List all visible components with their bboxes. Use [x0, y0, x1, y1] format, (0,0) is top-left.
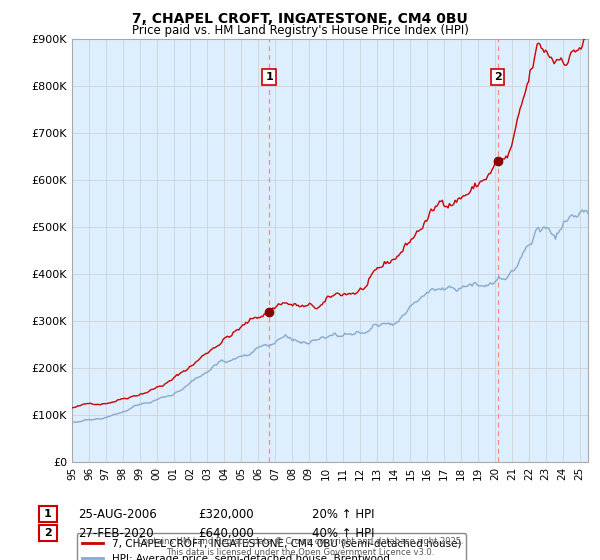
Text: Price paid vs. HM Land Registry's House Price Index (HPI): Price paid vs. HM Land Registry's House …: [131, 24, 469, 37]
Text: 1: 1: [44, 509, 52, 519]
Text: £320,000: £320,000: [198, 507, 254, 521]
Text: 27-FEB-2020: 27-FEB-2020: [78, 526, 154, 540]
Text: 25-AUG-2006: 25-AUG-2006: [78, 507, 157, 521]
Text: 20% ↑ HPI: 20% ↑ HPI: [312, 507, 374, 521]
Text: 40% ↑ HPI: 40% ↑ HPI: [312, 526, 374, 540]
Text: £640,000: £640,000: [198, 526, 254, 540]
Text: 1: 1: [265, 72, 273, 82]
Legend: 7, CHAPEL CROFT, INGATESTONE, CM4 0BU (semi-detached house), HPI: Average price,: 7, CHAPEL CROFT, INGATESTONE, CM4 0BU (s…: [77, 533, 466, 560]
Text: Contains HM Land Registry data © Crown copyright and database right 2025.
This d: Contains HM Land Registry data © Crown c…: [137, 537, 463, 557]
Text: 2: 2: [494, 72, 502, 82]
Text: 7, CHAPEL CROFT, INGATESTONE, CM4 0BU: 7, CHAPEL CROFT, INGATESTONE, CM4 0BU: [132, 12, 468, 26]
Text: 2: 2: [44, 528, 52, 538]
